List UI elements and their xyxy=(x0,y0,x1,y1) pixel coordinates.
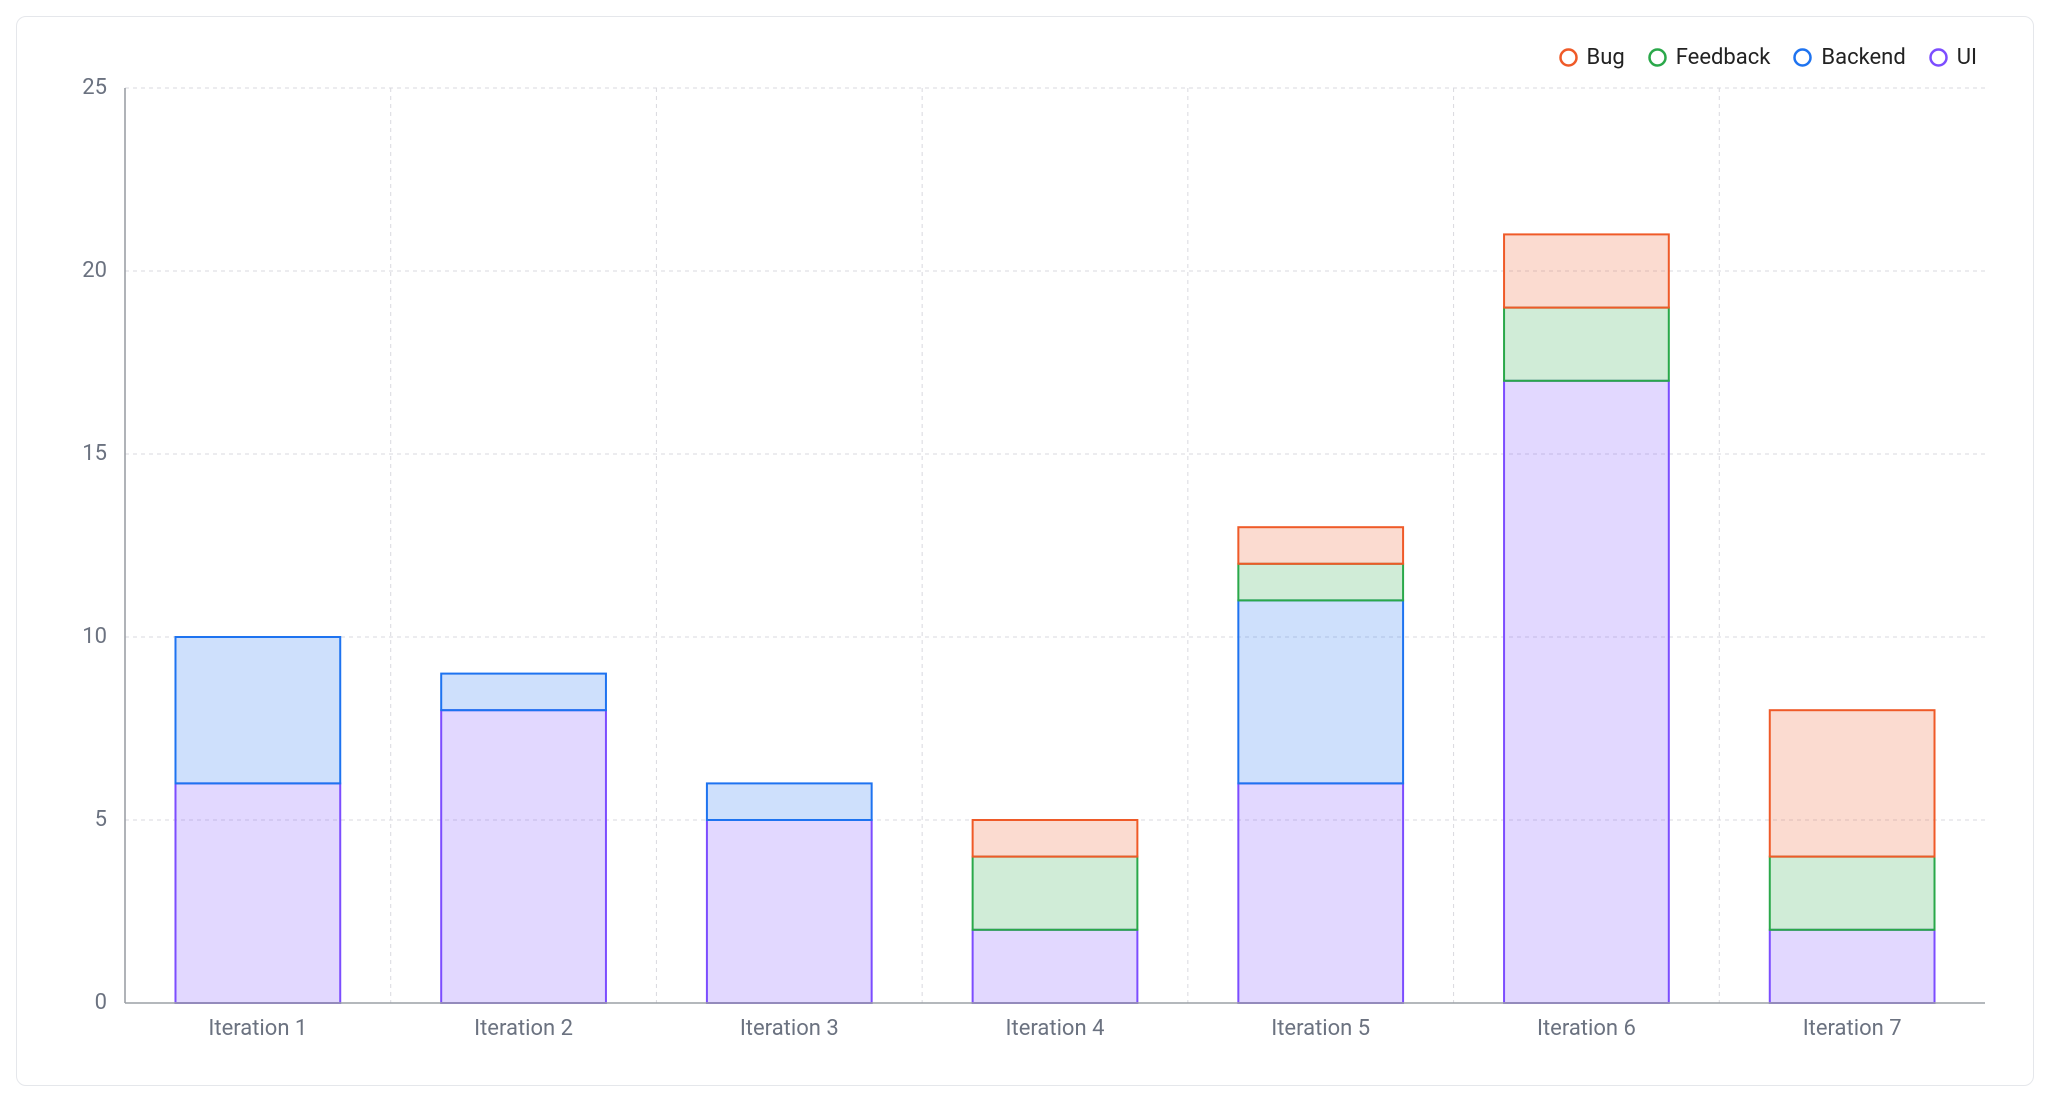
bar-segment-feedback[interactable] xyxy=(1770,857,1935,930)
chart-area: 0 5 10 15 20 25 Iteration 1 Iteration 2 Iteratio… xyxy=(45,78,2005,1053)
legend-swatch-ui xyxy=(1928,47,1949,68)
legend: Bug Feedback Backend UI xyxy=(45,41,2005,78)
bar-segment-ui[interactable] xyxy=(1770,930,1935,1003)
x-tick-label: Iteration 1 xyxy=(208,1016,307,1041)
chart-card: Bug Feedback Backend UI 0 5 10 15 20 25 Iteration… xyxy=(16,16,2034,1086)
y-tick-label: 10 xyxy=(82,624,107,649)
y-tick-label: 0 xyxy=(95,990,107,1015)
legend-label-backend: Backend xyxy=(1821,45,1905,70)
stacked-bar-chart: 0 5 10 15 20 25 Iteration 1 Iteration 2 Iteratio… xyxy=(45,78,2005,1053)
y-tick-label: 20 xyxy=(82,258,107,283)
y-tick-label: 15 xyxy=(82,441,107,466)
legend-label-ui: UI xyxy=(1957,45,1977,70)
bar-segment-bug[interactable] xyxy=(1770,710,1935,856)
legend-swatch-feedback xyxy=(1647,47,1668,68)
y-tick-label: 25 xyxy=(82,78,107,100)
bar-segment-ui[interactable] xyxy=(441,710,606,1003)
legend-label-bug: Bug xyxy=(1587,45,1625,70)
y-tick-label: 5 xyxy=(95,807,107,832)
page-root: Bug Feedback Backend UI 0 5 10 15 20 25 Iteration… xyxy=(0,0,2050,1102)
bar-segment-bug[interactable] xyxy=(973,820,1138,857)
bar-segment-bug[interactable] xyxy=(1238,527,1403,564)
x-tick-label: Iteration 4 xyxy=(1006,1016,1105,1041)
x-tick-label: Iteration 3 xyxy=(740,1016,839,1041)
legend-swatch-bug xyxy=(1558,47,1579,68)
bar-segment-bug[interactable] xyxy=(1504,234,1669,307)
bar-segment-feedback[interactable] xyxy=(1504,308,1669,381)
bar-segment-ui[interactable] xyxy=(707,820,872,1003)
bar-segment-backend[interactable] xyxy=(175,637,340,783)
bar-segment-ui[interactable] xyxy=(973,930,1138,1003)
legend-item-ui[interactable]: UI xyxy=(1928,45,1977,70)
legend-item-bug[interactable]: Bug xyxy=(1558,45,1625,70)
bar-segment-ui[interactable] xyxy=(1504,381,1669,1003)
bar-segment-ui[interactable] xyxy=(175,783,340,1003)
x-tick-label: Iteration 6 xyxy=(1537,1016,1636,1041)
bar-segment-backend[interactable] xyxy=(707,783,872,820)
bar-segment-backend[interactable] xyxy=(1238,600,1403,783)
legend-item-backend[interactable]: Backend xyxy=(1792,45,1905,70)
x-tick-label: Iteration 5 xyxy=(1271,1016,1370,1041)
bar-segment-feedback[interactable] xyxy=(973,857,1138,930)
x-tick-label: Iteration 2 xyxy=(474,1016,573,1041)
bar-segment-backend[interactable] xyxy=(441,674,606,711)
legend-swatch-backend xyxy=(1792,47,1813,68)
legend-label-feedback: Feedback xyxy=(1676,45,1771,70)
bar-segment-feedback[interactable] xyxy=(1238,564,1403,601)
legend-item-feedback[interactable]: Feedback xyxy=(1647,45,1771,70)
x-tick-label: Iteration 7 xyxy=(1803,1016,1902,1041)
bar-segment-ui[interactable] xyxy=(1238,783,1403,1003)
